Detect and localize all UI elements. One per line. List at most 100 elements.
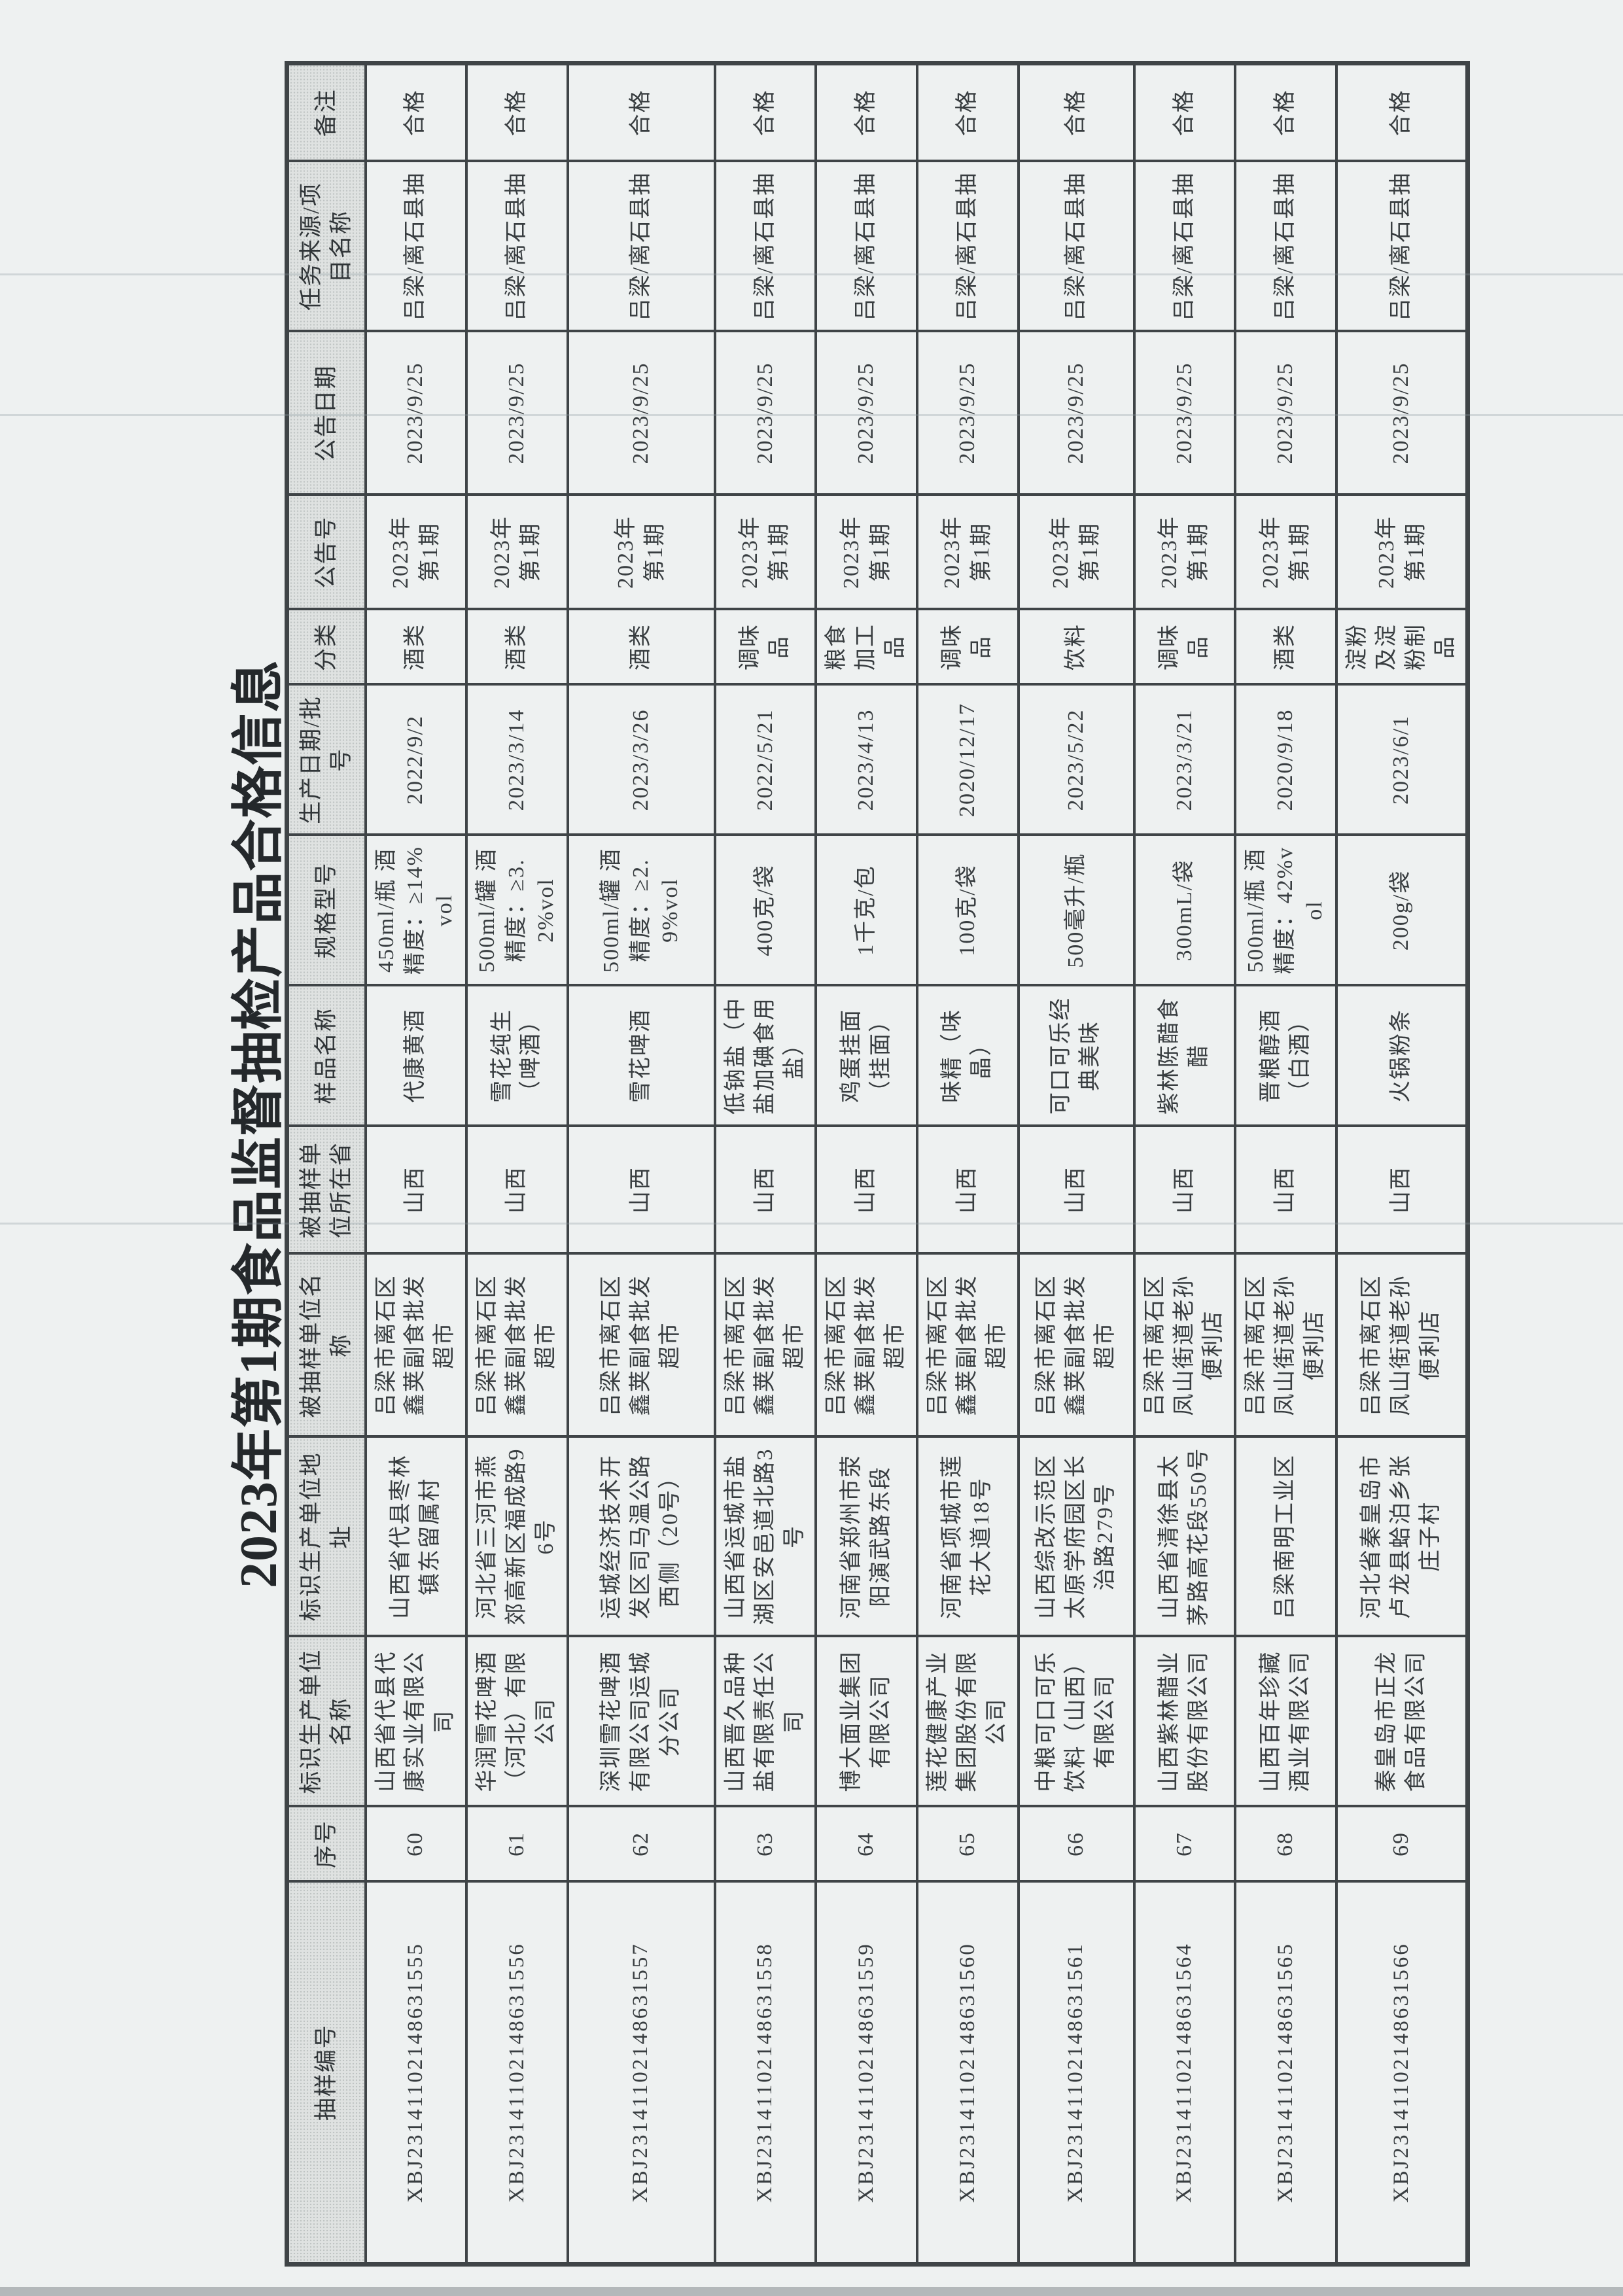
cell-row63-col12: 吕梁/离石县抽 [714,161,816,332]
cell-row69-col11: 2023/9/25 [1336,331,1468,495]
cell-row61-col6: 雪花纯生（啤酒） [466,985,568,1126]
cell-row62-col0: XBJ23141102148631557 [567,1881,715,2265]
column-header-11: 公告日期 [287,331,366,495]
cell-row68-col12: 吕梁/离石县抽 [1235,161,1336,332]
cell-row60-col11: 2023/9/25 [365,331,467,495]
cell-row64-col1: 64 [816,1806,917,1882]
cell-row62-col2: 深圳雪花啤酒有限公司运城分公司 [567,1636,715,1807]
cell-row67-col2: 山西紫林醋业股份有限公司 [1134,1636,1236,1807]
cell-row67-col9: 调味品 [1134,609,1236,685]
cell-row64-col12: 吕梁/离石县抽 [816,161,917,332]
cell-row61-col12: 吕梁/离石县抽 [466,161,568,332]
cell-row65-col9: 调味品 [917,609,1019,685]
cell-row69-col4: 吕梁市离石区凤山街道老孙便利店 [1336,1253,1468,1437]
cell-row65-col5: 山西 [917,1126,1019,1254]
cell-row65-col6: 味精（味晶） [917,985,1019,1126]
cell-row68-col1: 68 [1235,1806,1336,1882]
cell-row63-col1: 63 [714,1806,816,1882]
cell-row69-col6: 火锅粉条 [1336,985,1468,1126]
cell-row69-col1: 69 [1336,1806,1468,1882]
cell-row69-col3: 河北省秦皇岛市卢龙县蛤泊乡张庄子村 [1336,1436,1468,1637]
cell-row63-col8: 2022/5/21 [714,684,816,835]
cell-row64-col10: 2023年第1期 [816,495,917,610]
table-row-62: XBJ23141102148631557 62 深圳雪花啤酒有限公司运城分公司 运城经… [567,63,715,2265]
cell-row65-col1: 65 [917,1806,1019,1882]
cell-row65-col2: 莲花健康产业集团股份有限公司 [917,1636,1019,1807]
cell-row64-col4: 吕梁市离石区鑫荚副食批发超市 [816,1253,917,1437]
cell-row68-col4: 吕梁市离石区凤山街道老孙便利店 [1235,1253,1336,1437]
cell-row68-col0: XBJ23141102148631565 [1235,1881,1336,2265]
cell-row65-col4: 吕梁市离石区鑫荚副食批发超市 [917,1253,1019,1437]
cell-row66-col8: 2023/5/22 [1018,684,1134,835]
cell-row61-col5: 山西 [466,1126,568,1254]
column-header-0: 抽样编号 [287,1881,366,2265]
cell-row67-col10: 2023年第1期 [1134,495,1236,610]
scan-streak-artifact [0,414,1623,416]
cell-row66-col6: 可口可乐经典美味 [1018,985,1134,1126]
cell-row64-col5: 山西 [816,1126,917,1254]
cell-row60-col7: 450ml/瓶 酒精度：≥14%vol [365,835,467,986]
cell-row61-col8: 2023/3/14 [466,684,568,835]
cell-row60-col8: 2022/9/2 [365,684,467,835]
cell-row62-col11: 2023/9/25 [567,331,715,495]
cell-row60-col13: 合格 [365,63,467,162]
scan-streak-artifact [0,1223,1623,1225]
cell-row64-col8: 2023/4/13 [816,684,917,835]
scan-streak-artifact [0,273,1623,275]
cell-row66-col11: 2023/9/25 [1018,331,1134,495]
cell-row69-col9: 淀粉及淀粉制品 [1336,609,1468,685]
cell-row67-col4: 吕梁市离石区凤山街道老孙便利店 [1134,1253,1236,1437]
column-header-9: 分类 [287,609,366,685]
cell-row66-col10: 2023年第1期 [1018,495,1134,610]
cell-row61-col4: 吕梁市离石区鑫荚副食批发超市 [466,1253,568,1437]
cell-row62-col6: 雪花啤酒 [567,985,715,1126]
cell-row60-col2: 山西省代县代康实业有限公司 [365,1636,467,1807]
cell-row69-col5: 山西 [1336,1126,1468,1254]
cell-row60-col6: 代康黄酒 [365,985,467,1126]
cell-row65-col7: 100克/袋 [917,835,1019,986]
cell-row64-col11: 2023/9/25 [816,331,917,495]
cell-row66-col2: 中粮可口可乐饮料（山西）有限公司 [1018,1636,1134,1807]
cell-row65-col12: 吕梁/离石县抽 [917,161,1019,332]
table-row-61: XBJ23141102148631556 61 华润雪花啤酒（河北）有限公司 河北省三… [466,63,568,2265]
table-row-68: XBJ23141102148631565 68 山西百年珍藏酒业有限公司 吕梁南明工业… [1235,63,1336,2265]
column-header-10: 公告号 [287,495,366,610]
cell-row67-col13: 合格 [1134,63,1236,162]
cell-row66-col1: 66 [1018,1806,1134,1882]
cell-row61-col7: 500ml/罐 酒精度：≥3.2%vol [466,835,568,986]
cell-row62-col3: 运城经济技术开发区司马温公路西侧（20号） [567,1436,715,1637]
cell-row67-col0: XBJ23141102148631564 [1134,1881,1236,2265]
cell-row61-col0: XBJ23141102148631556 [466,1881,568,2265]
cell-row69-col0: XBJ23141102148631566 [1336,1881,1468,2265]
table-row-64: XBJ23141102148631559 64 博大面业集团有限公司 河南省郑州市荥阳… [816,63,917,2265]
cell-row67-col3: 山西省清徐县太茅路高花段550号 [1134,1436,1236,1637]
cell-row65-col10: 2023年第1期 [917,495,1019,610]
cell-row62-col12: 吕梁/离石县抽 [567,161,715,332]
cell-row69-col8: 2023/6/1 [1336,684,1468,835]
cell-row61-col10: 2023年第1期 [466,495,568,610]
column-header-7: 规格型号 [287,835,366,986]
cell-row67-col12: 吕梁/离石县抽 [1134,161,1236,332]
column-header-2: 标识生产单位名称 [287,1636,366,1807]
table-row-63: XBJ23141102148631558 63 山西晋久品种盐有限责任公司 山西省运城… [714,63,816,2265]
cell-row60-col10: 2023年第1期 [365,495,467,610]
cell-row61-col1: 61 [466,1806,568,1882]
cell-row67-col5: 山西 [1134,1126,1236,1254]
cell-row64-col13: 合格 [816,63,917,162]
cell-row69-col10: 2023年第1期 [1336,495,1468,610]
cell-row67-col7: 300mL/袋 [1134,835,1236,986]
cell-row68-col11: 2023/9/25 [1235,331,1336,495]
cell-row63-col3: 山西省运城市盐湖区安邑道北路3号 [714,1436,816,1637]
cell-row63-col7: 400克/袋 [714,835,816,986]
cell-row65-col11: 2023/9/25 [917,331,1019,495]
cell-row62-col8: 2023/3/26 [567,684,715,835]
cell-row61-col11: 2023/9/25 [466,331,568,495]
table-row-66: XBJ23141102148631561 66 中粮可口可乐饮料（山西）有限公司 山西… [1018,63,1134,2265]
cell-row63-col4: 吕梁市离石区鑫荚副食批发超市 [714,1253,816,1437]
cell-row61-col13: 合格 [466,63,568,162]
cell-row62-col7: 500ml/罐 酒精度：≥2.9%vol [567,835,715,986]
table-header-row: 抽样编号 序号 标识生产单位名称 标识生产单位地址 被抽样单位名称 被抽样单位所在省 样品名… [287,63,366,2265]
cell-row63-col11: 2023/9/25 [714,331,816,495]
cell-row62-col10: 2023年第1期 [567,495,715,610]
